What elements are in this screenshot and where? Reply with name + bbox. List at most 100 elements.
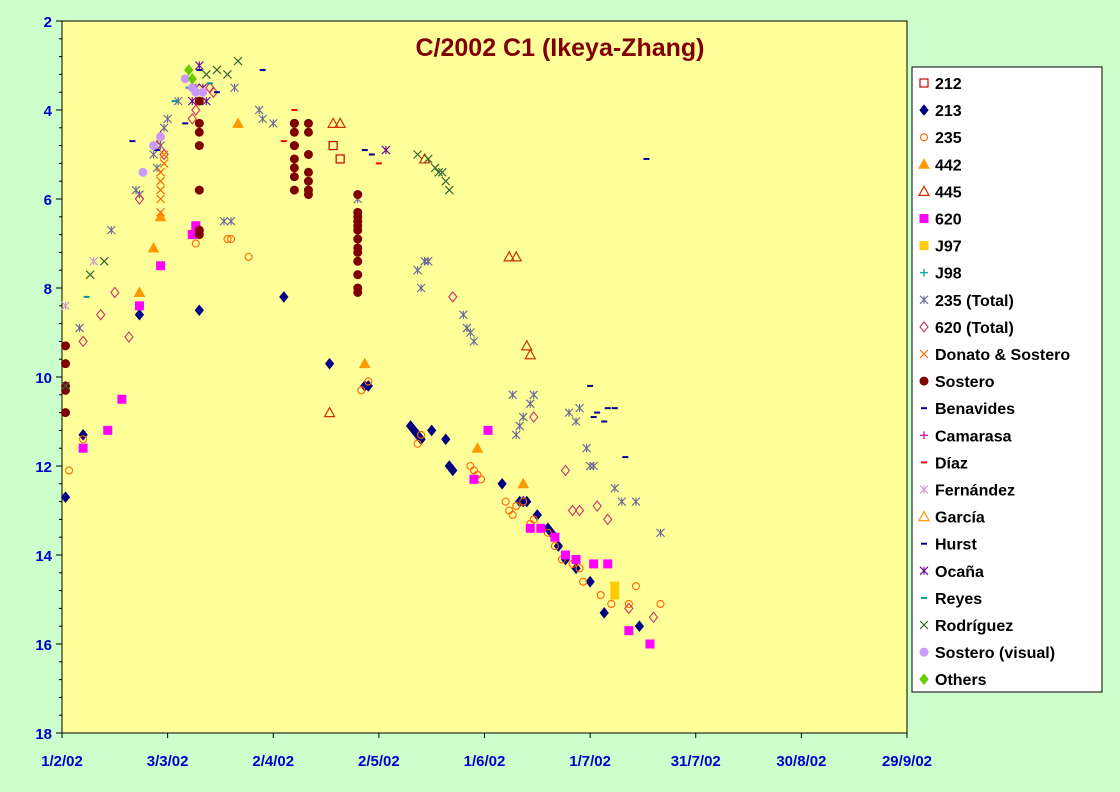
legend-marker bbox=[919, 349, 929, 359]
legend-marker bbox=[919, 620, 929, 630]
data-point bbox=[536, 523, 546, 533]
data-point bbox=[78, 335, 88, 348]
data-point bbox=[610, 590, 620, 600]
legend-label: Ocaña bbox=[935, 564, 984, 581]
y-tick-label: 10 bbox=[35, 370, 52, 387]
data-point bbox=[194, 61, 204, 70]
data-point bbox=[194, 127, 204, 137]
data-point bbox=[64, 466, 74, 475]
data-point bbox=[517, 477, 530, 489]
data-point bbox=[117, 394, 127, 404]
data-point bbox=[503, 250, 516, 262]
y-tick-label: 4 bbox=[44, 103, 53, 120]
data-point bbox=[417, 430, 426, 439]
data-point bbox=[511, 430, 521, 440]
data-point bbox=[208, 86, 219, 99]
data-point bbox=[518, 412, 528, 422]
data-point bbox=[430, 163, 440, 173]
x-tick-label: 29/9/02 bbox=[882, 753, 932, 770]
data-point bbox=[423, 154, 433, 164]
y-tick-label: 12 bbox=[35, 459, 52, 476]
legend-label: 213 bbox=[935, 103, 962, 120]
data-point bbox=[184, 64, 194, 76]
data-point bbox=[99, 256, 109, 266]
data-point bbox=[413, 150, 423, 159]
data-point bbox=[147, 241, 160, 253]
data-point bbox=[156, 167, 166, 177]
data-point bbox=[223, 235, 232, 244]
data-point bbox=[85, 270, 95, 280]
data-point bbox=[579, 577, 588, 586]
data-point bbox=[61, 341, 71, 351]
data-point bbox=[508, 510, 517, 520]
data-point bbox=[413, 265, 422, 275]
legend-label: Sostero (visual) bbox=[935, 645, 1055, 662]
data-point bbox=[529, 515, 538, 524]
legend-marker bbox=[920, 268, 928, 277]
data-point bbox=[469, 337, 479, 346]
legend-marker bbox=[919, 241, 929, 251]
data-point bbox=[187, 73, 197, 85]
data-point bbox=[173, 96, 183, 106]
legend-label: Donato & Sostero bbox=[935, 347, 1070, 364]
x-tick-label: 1/7/02 bbox=[569, 753, 611, 770]
data-point bbox=[334, 117, 347, 128]
data-point bbox=[61, 381, 70, 391]
data-point bbox=[303, 127, 313, 137]
legend-label: J97 bbox=[935, 239, 962, 256]
data-point bbox=[353, 247, 363, 257]
data-point bbox=[223, 69, 232, 79]
data-point bbox=[303, 167, 313, 177]
data-point bbox=[624, 626, 634, 636]
data-point bbox=[441, 176, 451, 186]
data-point bbox=[656, 599, 665, 609]
data-point bbox=[327, 117, 340, 128]
data-point bbox=[575, 564, 584, 573]
data-point bbox=[525, 399, 535, 409]
x-tick-label: 2/5/02 bbox=[358, 753, 400, 770]
data-point bbox=[353, 287, 363, 297]
data-point bbox=[585, 575, 595, 588]
series-21 bbox=[138, 74, 208, 177]
legend-label: 212 bbox=[935, 76, 962, 93]
data-point bbox=[156, 185, 166, 195]
data-point bbox=[159, 123, 169, 133]
series-2 bbox=[64, 235, 665, 609]
data-point bbox=[599, 607, 609, 619]
data-point bbox=[232, 117, 244, 128]
data-point bbox=[303, 118, 313, 128]
data-point bbox=[289, 163, 299, 173]
data-point bbox=[219, 216, 229, 226]
series-20 bbox=[61, 56, 454, 391]
data-point bbox=[560, 464, 571, 477]
data-point bbox=[656, 528, 665, 538]
data-point bbox=[198, 87, 208, 97]
data-point bbox=[427, 424, 437, 437]
legend-label: Camarasa bbox=[935, 428, 1012, 445]
data-point bbox=[471, 442, 484, 453]
data-point bbox=[571, 417, 581, 426]
data-point bbox=[191, 104, 201, 116]
data-point bbox=[233, 56, 243, 66]
legend-marker bbox=[918, 158, 930, 169]
data-point bbox=[289, 118, 299, 128]
data-point bbox=[201, 69, 211, 79]
data-point bbox=[550, 532, 560, 542]
data-point bbox=[603, 513, 613, 526]
legend-label: J98 bbox=[935, 266, 962, 283]
y-tick-label: 18 bbox=[35, 726, 52, 743]
data-point bbox=[444, 185, 454, 195]
series-6 bbox=[610, 581, 620, 600]
data-point bbox=[353, 225, 363, 235]
series-15 bbox=[61, 256, 99, 311]
data-point bbox=[61, 359, 71, 369]
data-point bbox=[501, 497, 510, 506]
data-point bbox=[603, 559, 613, 569]
legend-label: Sostero bbox=[935, 374, 995, 391]
data-point bbox=[110, 286, 120, 299]
y-tick-label: 14 bbox=[35, 548, 52, 565]
data-point bbox=[131, 185, 141, 195]
data-point bbox=[61, 385, 71, 395]
data-point bbox=[448, 291, 458, 303]
legend-marker bbox=[920, 431, 928, 440]
